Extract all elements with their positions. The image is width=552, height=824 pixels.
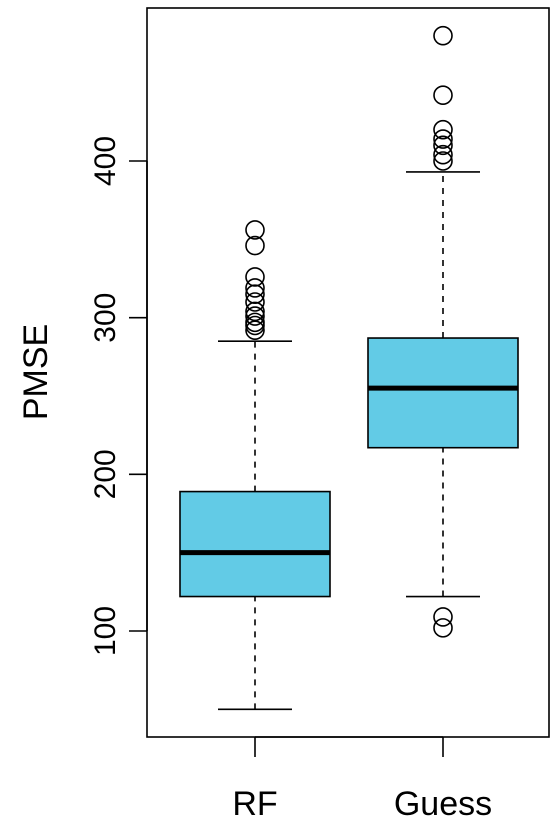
y-tick-label: 100 (89, 606, 122, 656)
y-tick-label: 300 (89, 293, 122, 343)
outlier-point (245, 320, 265, 341)
iqr-box (367, 337, 519, 449)
y-axis: 100 200 300 400 (89, 136, 148, 656)
outlier-point (245, 220, 265, 240)
outlier-point (433, 607, 453, 627)
outlier-point (245, 312, 265, 333)
outlier-point (245, 235, 265, 256)
x-axis: RF Guess (232, 736, 492, 823)
y-tick-label: 200 (89, 449, 122, 499)
outlier-point (433, 135, 453, 156)
outlier-point (433, 618, 453, 638)
y-tick-label: 400 (89, 136, 122, 186)
x-tick-label: RF (232, 785, 277, 823)
iqr-box (179, 490, 331, 598)
box-group-guess (367, 25, 519, 638)
x-tick-label: Guess (394, 785, 492, 823)
outlier-point (245, 267, 265, 287)
outlier-point (245, 278, 265, 298)
outlier-point (433, 25, 453, 46)
outlier-point (245, 292, 265, 312)
outlier-point (433, 129, 453, 149)
box-group-rf (179, 220, 331, 711)
y-axis-label: PMSE (17, 324, 55, 420)
outlier-point (433, 151, 453, 171)
outlier-point (433, 119, 453, 140)
outlier-point (245, 306, 265, 326)
outlier-point (433, 85, 453, 105)
outlier-point (433, 144, 453, 165)
